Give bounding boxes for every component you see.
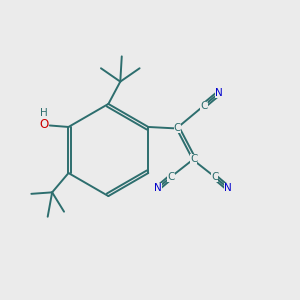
Text: N: N	[154, 183, 162, 193]
Text: O: O	[39, 118, 48, 131]
Text: N: N	[224, 183, 232, 193]
Text: N: N	[214, 88, 222, 98]
Text: C: C	[167, 172, 175, 182]
Text: C: C	[174, 123, 181, 133]
Text: C: C	[190, 154, 197, 164]
Text: C: C	[200, 100, 208, 111]
Text: H: H	[40, 108, 48, 118]
Text: C: C	[211, 172, 218, 182]
